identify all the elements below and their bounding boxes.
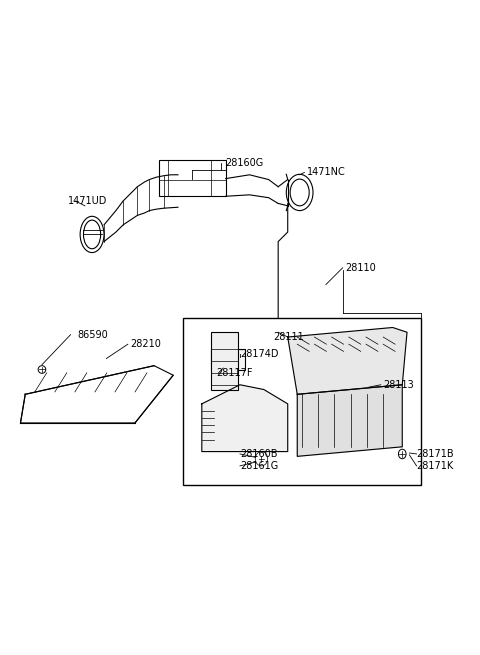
Bar (183, 318, 421, 485)
Text: 28171B: 28171B (417, 449, 454, 459)
Text: 28174D: 28174D (240, 348, 278, 359)
Text: 28160G: 28160G (226, 158, 264, 168)
Text: 28113: 28113 (383, 380, 414, 390)
Text: 28161G: 28161G (240, 461, 278, 471)
Ellipse shape (80, 216, 104, 253)
Bar (159, 160, 226, 196)
Ellipse shape (38, 365, 46, 373)
Text: 28117F: 28117F (216, 368, 252, 378)
Bar (211, 349, 245, 371)
Text: 1471NC: 1471NC (307, 168, 346, 178)
Polygon shape (288, 328, 407, 394)
Ellipse shape (258, 454, 265, 464)
Ellipse shape (255, 451, 268, 466)
Text: 28160B: 28160B (240, 449, 277, 459)
Text: 86590: 86590 (78, 329, 108, 340)
Text: 28111: 28111 (274, 332, 304, 342)
Ellipse shape (286, 174, 313, 210)
Text: 28110: 28110 (345, 263, 376, 273)
Ellipse shape (84, 220, 101, 249)
Text: 28171K: 28171K (417, 461, 454, 471)
Ellipse shape (398, 449, 406, 458)
Polygon shape (202, 384, 288, 451)
Text: 28210: 28210 (130, 339, 161, 349)
Polygon shape (297, 384, 402, 457)
Text: 1471UD: 1471UD (68, 196, 108, 206)
Bar (218, 352, 237, 368)
Ellipse shape (290, 179, 309, 206)
Bar (211, 332, 238, 390)
